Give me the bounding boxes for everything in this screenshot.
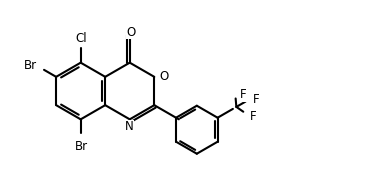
Text: O: O: [160, 70, 169, 83]
Text: N: N: [125, 120, 134, 133]
Text: Br: Br: [75, 140, 88, 153]
Text: Cl: Cl: [75, 32, 87, 45]
Text: F: F: [240, 88, 247, 101]
Text: O: O: [127, 26, 136, 39]
Text: F: F: [250, 110, 256, 123]
Text: F: F: [253, 93, 260, 106]
Text: Br: Br: [24, 59, 38, 72]
